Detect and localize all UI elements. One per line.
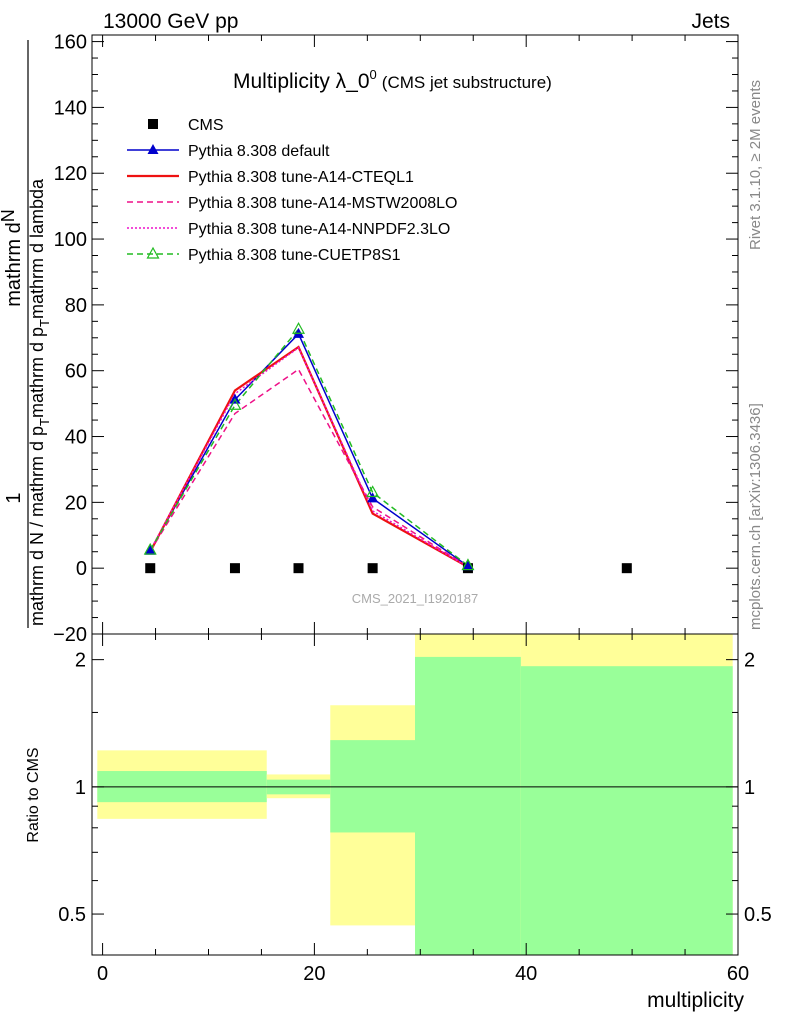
ratio-x-tick-label: 20 xyxy=(303,963,325,985)
series-point-5 xyxy=(461,558,475,571)
series-point-0 xyxy=(367,563,378,574)
legend-entry-label: Pythia 8.308 tune-A14-NNPDF2.3LO xyxy=(188,221,450,238)
y-label-den-tail: mathrm d lambda xyxy=(27,178,47,319)
ratio-x-tick-label: 60 xyxy=(727,963,749,985)
y-label-den-mid: mathrm d p xyxy=(27,327,47,418)
legend-entry-label: CMS xyxy=(188,117,224,134)
header-process-label: Jets xyxy=(691,10,730,33)
ratio-x-tick-label: 40 xyxy=(515,963,537,985)
legend-entry-label: Pythia 8.308 tune-A14-CTEQL1 xyxy=(188,169,414,186)
analysis-label: CMS_2021_I1920187 xyxy=(352,591,479,606)
series-point-0 xyxy=(145,563,156,574)
series-point-0 xyxy=(229,563,240,574)
main-y-tick-label: 20 xyxy=(65,492,87,514)
ratio-y-axis-label: Ratio to CMS xyxy=(25,747,42,842)
main-y-tick-label: 160 xyxy=(54,32,87,54)
y-label-den-sub2: T xyxy=(37,319,52,327)
ratio-plot-frame xyxy=(91,633,739,956)
main-plot-panel: −20 0 20 40 60 80 100 120 140 160 Multiplicity λ_… xyxy=(53,32,739,646)
series-line-5 xyxy=(149,327,469,567)
series-line-4 xyxy=(149,346,469,568)
main-y-tick-label: 100 xyxy=(54,229,87,251)
chart-title: Multiplicity λ_00 (CMS jet substructure) xyxy=(233,67,552,93)
main-series-lines xyxy=(149,327,469,568)
series-point-0 xyxy=(293,563,304,574)
chart-title-subtitle: (CMS jet substructure) xyxy=(382,73,552,92)
legend-marker-0 xyxy=(148,119,158,129)
legend-marker-5 xyxy=(146,246,160,259)
legend: CMS Pythia 8.308 default Pythia 8.308 tune… xyxy=(127,117,457,264)
main-y-tick-label: −20 xyxy=(53,624,87,646)
y-label-n-letter: N xyxy=(0,209,18,222)
rivet-version-label: Rivet 3.1.10, ≥ 2M events xyxy=(747,80,764,250)
ratio-y-tick-label: 2 xyxy=(75,650,86,672)
series-point-0 xyxy=(621,563,632,574)
series-point-5 xyxy=(366,485,380,498)
series-point-5 xyxy=(228,398,242,410)
legend-entry-label: Pythia 8.308 tune-A14-MSTW2008LO xyxy=(188,195,457,212)
y-label-numerator-dN: mathrm dN xyxy=(0,209,25,306)
main-y-tick-label: 0 xyxy=(76,558,87,580)
y-label-den-sub1: T xyxy=(37,418,52,426)
ratio-band-green xyxy=(415,656,521,955)
chart-title-superscript: 0 xyxy=(370,67,377,82)
ratio-y-tick-label: 1 xyxy=(75,777,86,799)
series-point-5 xyxy=(291,321,306,334)
main-series-markers xyxy=(143,321,632,574)
legend-marker-1 xyxy=(147,144,159,154)
main-y-tick-label: 140 xyxy=(54,97,87,119)
series-line-2 xyxy=(149,345,469,568)
ratio-uncertainty-bands xyxy=(97,634,733,955)
mcplots-label: mcplots.cern.ch [arXiv:1306.3436] xyxy=(747,403,764,630)
legend-entry-label: Pythia 8.308 default xyxy=(188,143,330,160)
ratio-y-tick-label-right: 1 xyxy=(744,777,755,799)
ratio-band-green xyxy=(330,740,415,833)
ratio-x-tick-labels: 0 20 40 60 xyxy=(97,963,749,985)
series-point-1 xyxy=(144,544,156,555)
ratio-y-tick-label-right: 0.5 xyxy=(744,904,772,926)
ratio-band-green xyxy=(520,666,733,955)
y-label-numerator-one: 1 xyxy=(3,492,25,503)
y-label-den-part1: mathrm d N / mathrm d p xyxy=(27,426,47,626)
ratio-x-tick-label: 0 xyxy=(97,963,108,985)
chart-title-main: Multiplicity λ_0 xyxy=(233,70,370,93)
main-y-tick-labels: −20 0 20 40 60 80 100 120 140 160 xyxy=(53,32,87,646)
ratio-y-tick-label-right: 2 xyxy=(744,650,755,672)
series-point-5 xyxy=(143,542,157,555)
ratio-y-tick-label: 0.5 xyxy=(58,904,86,926)
y-label-denominator: mathrm d N / mathrm d pTmathrm d pTmathr… xyxy=(27,178,52,626)
x-axis-label: multiplicity xyxy=(647,989,744,1012)
legend-entry-label: Pythia 8.308 tune-CUETP8S1 xyxy=(188,247,401,264)
main-y-tick-label: 120 xyxy=(54,163,87,185)
main-y-tick-label: 40 xyxy=(65,427,87,449)
main-axis-ticks xyxy=(92,35,739,635)
series-point-1 xyxy=(367,492,379,503)
main-y-tick-label: 80 xyxy=(65,295,87,317)
ratio-y-tick-labels: 0.5 0.5 1 1 2 2 xyxy=(58,650,772,926)
series-point-1 xyxy=(462,560,474,571)
main-y-tick-label: 60 xyxy=(65,361,87,383)
series-line-3 xyxy=(149,368,469,568)
y-label-mathrm: mathrm d xyxy=(3,222,25,306)
ratio-plot-panel: 0.5 0.5 1 1 2 2 0 20 40 60 Ratio to CMS multipli… xyxy=(25,633,772,1012)
header-collision-label: 13000 GeV pp xyxy=(103,10,238,33)
main-y-axis-label: 1 mathrm dN mathrm d N / mathrm d pTmath… xyxy=(0,40,52,628)
